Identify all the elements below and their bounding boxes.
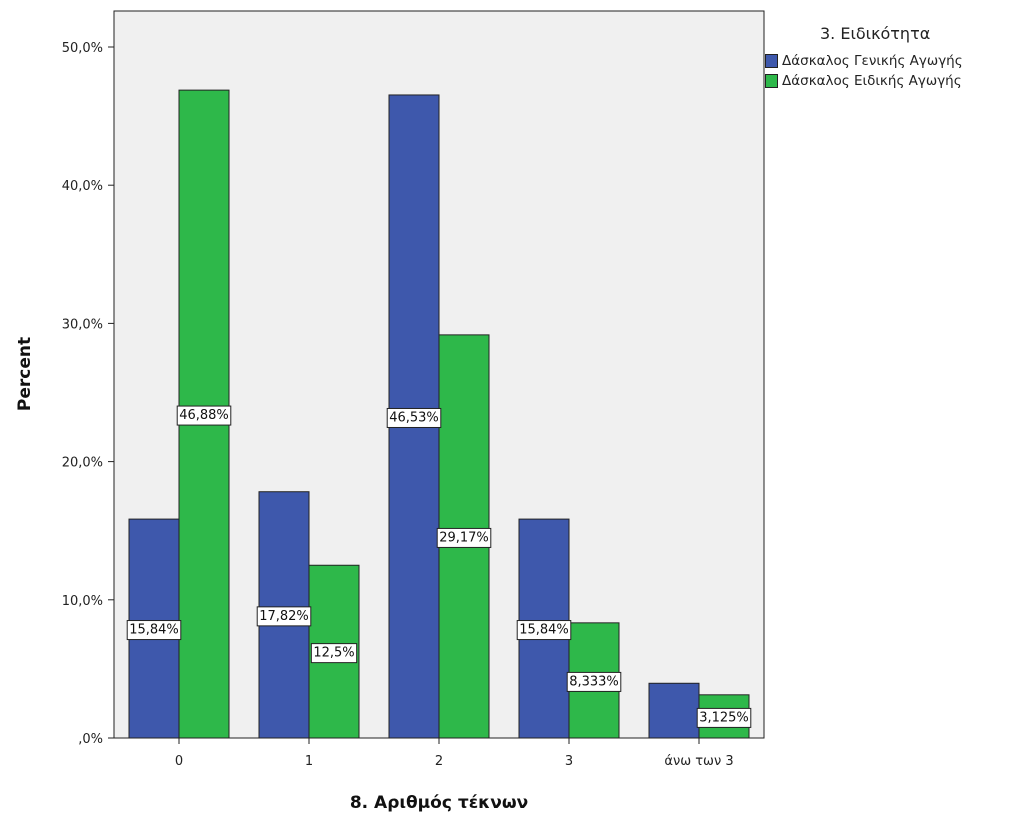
svg-text:46,53%: 46,53% — [389, 410, 439, 425]
data-label: 15,84% — [516, 620, 572, 641]
svg-text:12,5%: 12,5% — [313, 646, 354, 661]
svg-text:15,84%: 15,84% — [129, 623, 179, 638]
legend-swatch-general — [765, 54, 778, 68]
legend: 3. Ειδικότητα Δάσκαλος Γενικής Αγωγής Δά… — [765, 24, 1005, 91]
x-axis-title: 8. Αριθμός τέκνων — [350, 793, 528, 813]
legend-swatch-special — [765, 74, 778, 88]
legend-label-general: Δάσκαλος Γενικής Αγωγής — [782, 53, 963, 69]
data-labels-layer: 15,84% 46,88% 17,82% 12,5% 46,53% 29,17% 15,84… — [126, 405, 752, 728]
y-tick-label: 40,0% — [62, 179, 103, 194]
x-tick-label: άνω των 3 — [664, 754, 733, 769]
data-label: 46,53% — [386, 407, 442, 428]
y-tick-label: 20,0% — [62, 456, 103, 471]
data-label: 46,88% — [176, 405, 232, 426]
legend-item-general: Δάσκαλος Γενικής Αγωγής — [765, 51, 1005, 71]
svg-text:46,88%: 46,88% — [179, 408, 229, 423]
svg-text:8,333%: 8,333% — [569, 674, 619, 689]
data-label: 29,17% — [436, 527, 492, 548]
data-label: 3,125% — [696, 707, 752, 728]
y-tick-label: 10,0% — [62, 594, 103, 609]
x-axis: 0 1 2 3 άνω των 3 — [175, 738, 734, 769]
x-tick-label: 3 — [565, 754, 573, 769]
x-tick-label: 2 — [435, 754, 443, 769]
y-tick-label: 50,0% — [62, 41, 103, 56]
svg-text:17,82%: 17,82% — [259, 609, 309, 624]
y-tick-label: ,0% — [78, 732, 103, 747]
legend-label-special: Δάσκαλος Ειδικής Αγωγής — [782, 73, 962, 89]
legend-item-special: Δάσκαλος Ειδικής Αγωγής — [765, 71, 1005, 91]
x-tick-label: 0 — [175, 754, 183, 769]
y-tick-label: 30,0% — [62, 317, 103, 332]
legend-title: 3. Ειδικότητα — [820, 24, 931, 43]
y-axis-title: Percent — [15, 337, 35, 411]
svg-text:29,17%: 29,17% — [439, 530, 489, 545]
data-label: 17,82% — [256, 606, 312, 627]
data-label: 8,333% — [566, 671, 622, 692]
svg-text:15,84%: 15,84% — [519, 623, 569, 638]
bar-general — [648, 682, 700, 739]
data-label: 12,5% — [310, 643, 358, 664]
x-tick-label: 1 — [305, 754, 313, 769]
svg-text:3,125%: 3,125% — [699, 710, 749, 725]
y-axis: ,0% 10,0% 20,0% 30,0% 40,0% 50,0% — [62, 41, 114, 747]
data-label: 15,84% — [126, 620, 182, 641]
